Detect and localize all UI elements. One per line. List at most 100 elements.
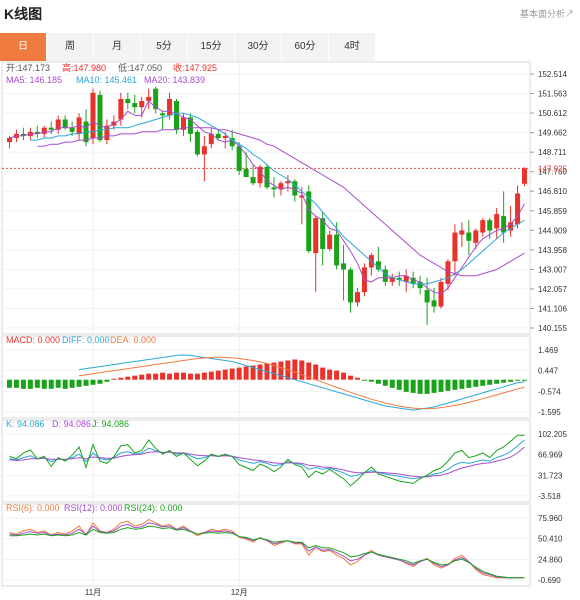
y-tick-label: 141.106 <box>538 304 567 313</box>
kdj-tick-label: 31.723 <box>538 471 563 480</box>
candle-body <box>118 98 124 120</box>
macd-dea-line <box>79 356 525 410</box>
macd-bar <box>208 371 214 380</box>
macd-bar <box>76 379 82 387</box>
macd-bar <box>431 379 437 393</box>
macd-bar <box>243 366 249 380</box>
macd-bar <box>403 379 409 392</box>
candle-body <box>90 92 96 138</box>
candle-body <box>501 216 507 233</box>
candle-body <box>299 195 305 198</box>
macd-diff-line <box>79 354 525 411</box>
candle-body <box>264 166 270 188</box>
candle-body <box>320 218 326 249</box>
macd-bar <box>180 372 186 380</box>
macd-bar <box>146 373 152 380</box>
tab-day[interactable]: 日 <box>0 33 47 61</box>
macd-bar <box>361 379 367 381</box>
ma5-line <box>9 100 525 295</box>
pane-frame-rsi <box>1 503 531 587</box>
x-tick-label: 11月 <box>85 588 101 597</box>
tab-60min[interactable]: 60分 <box>282 33 329 61</box>
macd-bar <box>313 364 319 380</box>
y-tick-label: 147.760 <box>538 168 567 177</box>
candle-body <box>125 98 131 104</box>
chart-frames <box>1 61 534 587</box>
macd-bar <box>48 379 54 389</box>
candle-body <box>348 269 354 303</box>
macd-bar <box>20 379 26 389</box>
macd-bar <box>501 379 507 383</box>
candle-body <box>515 193 521 225</box>
macd-bar <box>410 379 416 393</box>
rsi-tick-label: 50.410 <box>538 535 563 544</box>
candle-body <box>424 290 430 303</box>
macd-bar <box>41 379 47 389</box>
macd-bar <box>139 374 145 380</box>
candle-body <box>341 263 347 270</box>
rsi-legend: RSI(6): 0.000 RSI(12): 0.000 RSI(24): 0.… <box>6 503 183 513</box>
candle-body <box>20 133 26 136</box>
macd-bar <box>487 379 493 385</box>
candle-body <box>327 234 333 249</box>
macd-bar <box>6 379 12 388</box>
candle-body <box>62 119 68 128</box>
macd-bar <box>97 379 103 384</box>
y-tick-label: 140.155 <box>538 324 567 333</box>
macd-bar <box>480 379 486 386</box>
rsi12-line <box>9 522 525 579</box>
macd-bar <box>104 379 110 382</box>
candle-body <box>410 277 416 284</box>
legend-low: 低:147.050 <box>118 62 162 73</box>
candle-body <box>160 113 166 116</box>
candle-body <box>104 125 110 141</box>
candle-body <box>403 275 409 282</box>
macd-bar <box>327 369 333 380</box>
tab-4hour[interactable]: 4时 <box>329 33 376 61</box>
ma10-line <box>30 112 525 285</box>
tab-5min[interactable]: 5分 <box>141 33 188 61</box>
tab-week[interactable]: 周 <box>47 33 94 61</box>
candle-body <box>459 230 465 235</box>
candle-body <box>494 214 500 229</box>
tab-month[interactable]: 月 <box>94 33 141 61</box>
candle-body <box>97 94 103 141</box>
header: K线图 基本面分析↗ <box>0 0 580 26</box>
macd-bar <box>153 373 159 380</box>
pane-frame-macd <box>1 335 531 419</box>
kdj-tick-label: 102.205 <box>538 430 567 439</box>
macd-bar <box>396 379 402 390</box>
candle-body <box>313 218 319 254</box>
tab-30min[interactable]: 30分 <box>235 33 282 61</box>
macd-bar <box>348 375 354 380</box>
legend-ma10: MA10: 145.461 <box>76 75 137 85</box>
main-legend: 开:147.173 高:147.980 低:147.050 收:147.925 … <box>6 62 217 85</box>
macd-bar <box>368 379 374 382</box>
period-tabs: 日 周 月 5分 15分 30分 60分 4时 <box>0 33 376 61</box>
kdj-d-line <box>9 446 525 478</box>
candle-body <box>208 133 214 145</box>
candle-body <box>48 127 54 130</box>
candle-body <box>243 168 249 178</box>
candle-body <box>271 187 277 190</box>
macd-tick-label: 1.469 <box>538 346 559 355</box>
macd-bar <box>424 379 430 394</box>
candle-body <box>431 300 437 307</box>
tab-15min[interactable]: 15分 <box>188 33 235 61</box>
candle-body <box>473 230 479 243</box>
macd-bar <box>515 379 521 381</box>
macd-bar <box>382 379 388 386</box>
macd-bar <box>417 379 423 394</box>
candle-body <box>215 133 221 138</box>
candle-body <box>153 88 159 110</box>
macd-bar <box>438 379 444 392</box>
macd-bar <box>278 361 284 380</box>
candle-body <box>41 127 47 134</box>
macd-bar <box>201 372 207 380</box>
candle-body <box>452 232 458 262</box>
macd-bar <box>194 373 200 380</box>
basic-analysis-link[interactable]: 基本面分析↗ <box>519 9 574 19</box>
macd-bar <box>459 379 465 389</box>
pane-frame-main <box>1 61 531 335</box>
